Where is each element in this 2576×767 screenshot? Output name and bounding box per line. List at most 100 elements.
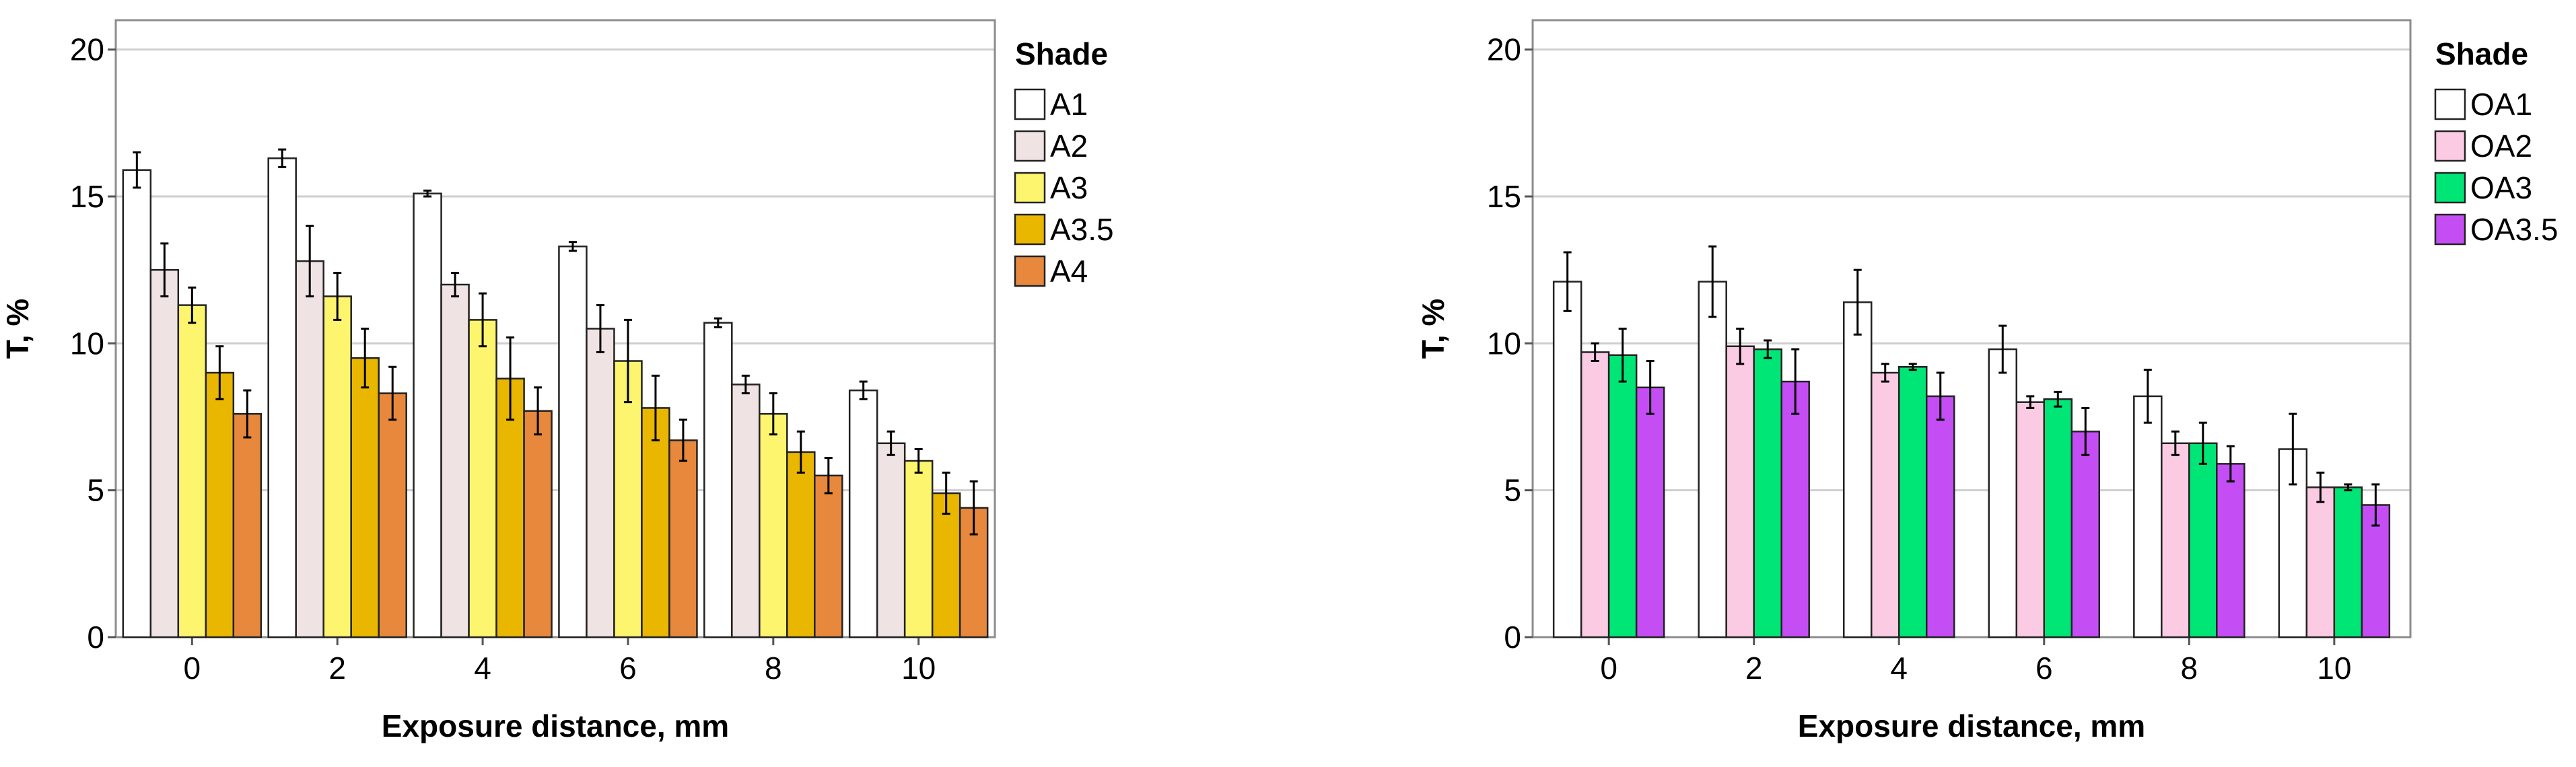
- legend-swatch: [1014, 88, 1046, 120]
- legend-swatch: [2434, 130, 2466, 162]
- bar-a4: [668, 439, 698, 638]
- bar-oa3-5: [2216, 463, 2246, 638]
- bar-a1: [558, 245, 588, 638]
- chart-1: 0 5 10 15 20 T, % 0 2 4 6 8 10 Exposure distance, mm…: [0, 19, 1114, 743]
- bar-a4: [232, 412, 263, 638]
- x-tick-label: 0: [184, 651, 201, 686]
- x-tick-label: 8: [2181, 651, 2198, 686]
- bar-oa2: [1580, 351, 1610, 638]
- x-tick-label: 6: [2035, 651, 2053, 686]
- legend-label: A1: [1050, 87, 1088, 122]
- bar-a1: [413, 192, 442, 638]
- bar-a3-5: [205, 371, 235, 638]
- bar-a4: [378, 392, 407, 638]
- legend-swatch: [2434, 213, 2466, 246]
- x-tick-label: 2: [328, 651, 346, 686]
- y-tick-label: 0: [1504, 620, 1521, 655]
- legend-swatch: [1014, 172, 1046, 204]
- bar-a1: [848, 389, 878, 638]
- legend-title: Shade: [1015, 36, 1108, 71]
- plot-frame: [114, 19, 996, 638]
- bar-a4: [523, 410, 553, 638]
- legend-label: A3.5: [1050, 212, 1114, 247]
- y-tick-label: 10: [1487, 326, 1521, 361]
- bar-oa3: [2333, 486, 2363, 638]
- legend-label: A4: [1050, 254, 1088, 289]
- y-tick-label: 10: [70, 326, 104, 361]
- bar-oa3: [1898, 366, 1928, 638]
- legend-label: OA3.5: [2470, 212, 2558, 247]
- y-tick-label: 5: [87, 473, 104, 508]
- legend-swatch: [2434, 88, 2466, 120]
- bar-a4: [814, 474, 843, 638]
- legend-title: Shade: [2435, 36, 2528, 71]
- bar-a3: [468, 319, 497, 638]
- bar-a2: [295, 260, 324, 638]
- bar-a3: [903, 460, 934, 638]
- plot-frame: [1531, 19, 2412, 638]
- y-tick-label: 15: [70, 179, 104, 214]
- bar-oa2: [1725, 345, 1755, 638]
- y-tick-label: 15: [1487, 179, 1521, 214]
- legend-label: OA2: [2470, 129, 2532, 163]
- bar-oa3: [2188, 442, 2218, 638]
- bar-a3-5: [786, 451, 816, 638]
- y-tick-label: 20: [70, 32, 104, 67]
- x-axis-label: Exposure distance, mm: [1798, 708, 2145, 743]
- bar-oa2: [1870, 371, 1900, 638]
- bar-oa3-5: [1780, 380, 1810, 638]
- legend-swatch: [1014, 213, 1046, 246]
- bar-oa3-5: [1635, 386, 1665, 638]
- bar-oa1: [1552, 281, 1582, 638]
- bar-a2: [440, 283, 470, 638]
- x-tick-label: 6: [619, 651, 637, 686]
- bar-oa3-5: [2361, 504, 2391, 638]
- y-tick-label: 0: [87, 620, 104, 655]
- legend-label: OA1: [2470, 87, 2532, 122]
- legend-label: A3: [1050, 170, 1088, 205]
- bar-oa2: [2161, 442, 2190, 638]
- x-tick-label: 4: [474, 651, 491, 686]
- bar-oa1: [1842, 301, 1873, 638]
- legend-swatch: [1014, 130, 1046, 162]
- bar-a1: [703, 322, 733, 638]
- bar-oa1: [2133, 395, 2163, 638]
- bar-oa1: [1698, 281, 1727, 638]
- x-tick-label: 2: [1745, 651, 1763, 686]
- bar-oa3: [2043, 398, 2073, 638]
- bar-a2: [149, 268, 180, 638]
- legend-swatch: [2434, 172, 2466, 204]
- bar-a2: [731, 384, 761, 638]
- y-axis-label: T, %: [0, 299, 35, 359]
- legend-swatch: [1014, 255, 1046, 287]
- bar-a3-5: [350, 357, 380, 638]
- chart-2: 0 5 10 15 20 T, % 0 2 4 6 8 10 Exposure distance, mm…: [1416, 19, 2558, 743]
- y-tick-label: 5: [1504, 473, 1521, 508]
- y-tick-label: 20: [1487, 32, 1521, 67]
- x-tick-label: 8: [765, 651, 782, 686]
- legend-label: A2: [1050, 129, 1088, 163]
- y-axis-label: T, %: [1416, 299, 1451, 359]
- bar-oa3-5: [1925, 395, 1955, 638]
- x-tick-label: 4: [1890, 651, 1908, 686]
- bar-oa3: [1753, 348, 1782, 638]
- x-tick-label: 0: [1600, 651, 1617, 686]
- bar-a3-5: [931, 492, 961, 638]
- bar-oa1: [1988, 348, 2018, 638]
- bar-a1: [267, 157, 297, 638]
- bar-a3: [177, 304, 207, 638]
- x-tick-label: 10: [901, 651, 936, 686]
- x-axis-label: Exposure distance, mm: [382, 708, 729, 743]
- bar-a2: [876, 442, 906, 638]
- bar-oa2: [2305, 486, 2336, 638]
- legend-label: OA3: [2470, 170, 2532, 205]
- bar-oa3-5: [2070, 431, 2101, 638]
- bar-a3: [613, 360, 643, 638]
- bar-oa2: [2015, 401, 2046, 638]
- x-tick-label: 10: [2317, 651, 2351, 686]
- bar-a1: [122, 169, 152, 638]
- bar-a3: [322, 295, 352, 638]
- bar-a2: [586, 328, 615, 638]
